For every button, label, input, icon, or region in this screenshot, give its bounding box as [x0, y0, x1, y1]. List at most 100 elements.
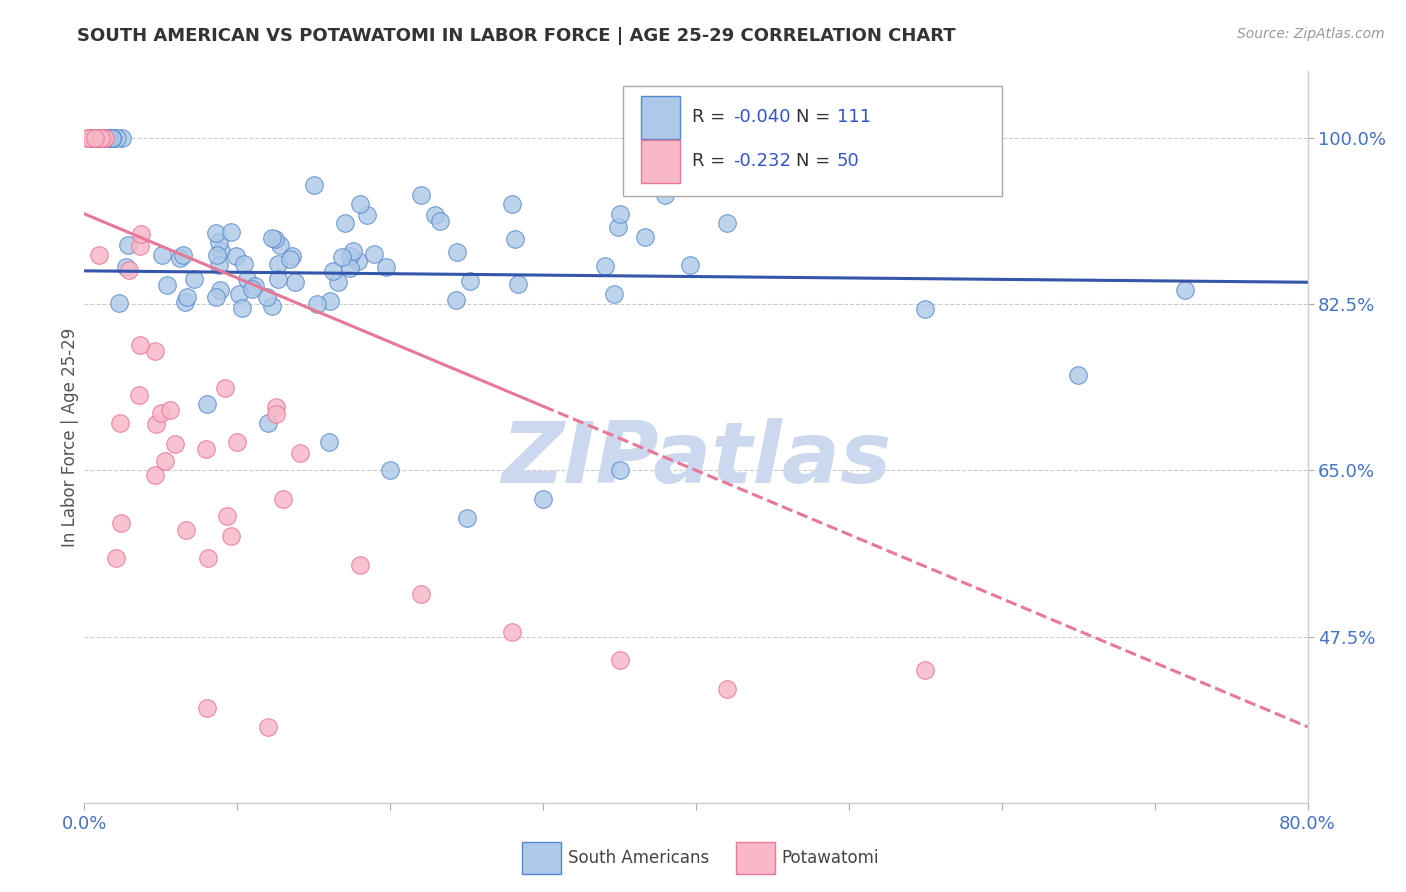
Point: [82, 131, 104, 145]
Point: [243, 278, 266, 293]
FancyBboxPatch shape: [623, 86, 1002, 195]
Text: N =: N =: [796, 153, 837, 170]
Point: [425, 208, 447, 222]
Point: [128, 239, 150, 253]
Point: [446, 244, 468, 259]
Point: [347, 254, 370, 268]
Point: [593, 259, 616, 273]
Point: [89, 131, 111, 145]
Point: [82, 131, 104, 145]
Point: [159, 403, 181, 417]
Point: [356, 208, 378, 222]
Text: 50: 50: [837, 153, 859, 170]
Text: Potawatomi: Potawatomi: [782, 848, 879, 867]
Point: [716, 681, 738, 696]
Point: [231, 301, 253, 315]
Point: [219, 225, 242, 239]
Point: [77, 131, 100, 145]
Point: [460, 274, 482, 288]
Text: 111: 111: [837, 109, 870, 127]
Point: [97, 131, 120, 145]
Point: [156, 277, 179, 292]
Point: [267, 257, 290, 271]
Text: ZIPatlas: ZIPatlas: [501, 417, 891, 500]
Point: [257, 416, 280, 430]
Point: [77, 131, 100, 145]
Point: [307, 297, 329, 311]
Point: [93, 131, 115, 145]
Point: [603, 286, 626, 301]
Point: [208, 235, 231, 249]
Point: [219, 529, 242, 543]
Point: [257, 720, 280, 734]
Text: Source: ZipAtlas.com: Source: ZipAtlas.com: [1237, 27, 1385, 41]
Point: [204, 290, 226, 304]
Point: [89, 247, 111, 261]
Point: [333, 216, 356, 230]
Point: [183, 271, 205, 285]
Point: [172, 248, 194, 262]
Text: -0.040: -0.040: [733, 109, 790, 127]
Point: [205, 226, 228, 240]
Text: SOUTH AMERICAN VS POTAWATOMI IN LABOR FORCE | AGE 25-29 CORRELATION CHART: SOUTH AMERICAN VS POTAWATOMI IN LABOR FO…: [77, 27, 956, 45]
Point: [264, 400, 287, 414]
Point: [260, 299, 283, 313]
Point: [654, 187, 676, 202]
Point: [225, 249, 247, 263]
Point: [342, 244, 364, 258]
Text: -0.232: -0.232: [733, 153, 790, 170]
Point: [98, 131, 121, 145]
Point: [143, 468, 166, 483]
Point: [89, 131, 111, 145]
Point: [609, 207, 631, 221]
Point: [110, 416, 132, 430]
Point: [89, 131, 111, 145]
Point: [914, 301, 936, 316]
FancyBboxPatch shape: [641, 95, 681, 139]
Point: [506, 277, 529, 292]
Point: [429, 213, 451, 227]
Point: [531, 491, 554, 506]
Point: [197, 551, 219, 566]
Point: [101, 131, 124, 145]
Text: N =: N =: [796, 109, 837, 127]
Point: [129, 227, 152, 242]
Point: [91, 131, 114, 145]
Point: [214, 381, 236, 395]
Point: [108, 295, 131, 310]
Point: [128, 388, 150, 402]
Point: [328, 275, 350, 289]
Text: South Americans: South Americans: [568, 848, 709, 867]
FancyBboxPatch shape: [522, 841, 561, 874]
Point: [111, 131, 134, 145]
Point: [609, 653, 631, 667]
FancyBboxPatch shape: [737, 841, 776, 874]
Point: [118, 263, 141, 277]
Point: [349, 558, 371, 573]
Point: [100, 131, 122, 145]
Point: [82, 131, 104, 145]
Point: [87, 131, 110, 145]
Point: [94, 131, 117, 145]
Point: [153, 453, 176, 467]
Point: [1067, 368, 1090, 383]
Point: [914, 663, 936, 677]
Point: [209, 283, 232, 297]
Point: [339, 261, 361, 276]
Text: R =: R =: [692, 109, 731, 127]
Point: [90, 131, 112, 145]
Point: [339, 249, 361, 263]
Point: [208, 258, 231, 272]
Point: [1174, 283, 1197, 297]
Point: [145, 417, 167, 431]
Point: [100, 131, 122, 145]
Point: [163, 436, 186, 450]
Point: [209, 244, 232, 258]
Point: [607, 219, 630, 234]
Point: [679, 259, 702, 273]
Point: [502, 624, 524, 639]
Point: [149, 405, 172, 419]
Point: [318, 434, 340, 449]
Y-axis label: In Labor Force | Age 25-29: In Labor Force | Age 25-29: [62, 327, 80, 547]
Point: [269, 237, 291, 252]
